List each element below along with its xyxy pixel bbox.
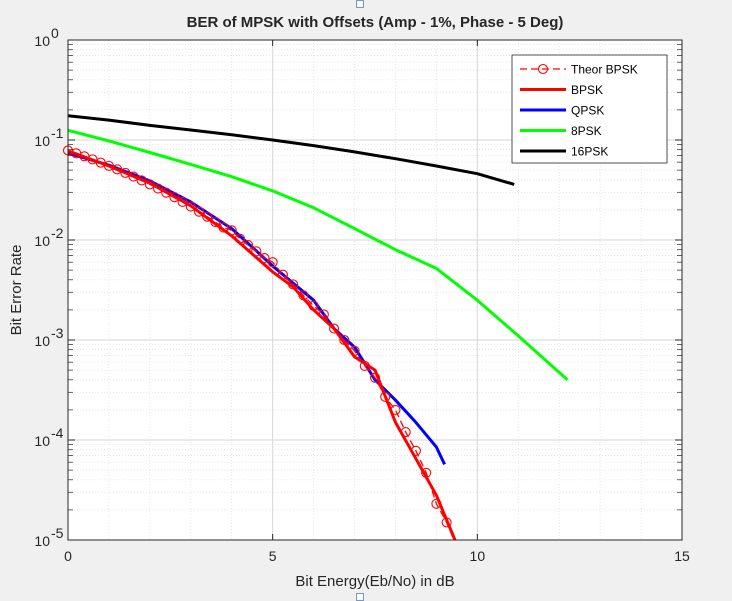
data-marker (185, 201, 196, 212)
y-tick-exponent: -5 (51, 525, 64, 541)
data-marker (288, 279, 299, 290)
data-marker (277, 269, 288, 280)
data-marker (226, 225, 237, 236)
legend-label: BPSK (571, 83, 603, 97)
y-tick-base: 10 (34, 333, 50, 349)
y-tick-exponent: -4 (51, 425, 64, 441)
data-marker (202, 211, 213, 222)
data-marker (359, 360, 370, 372)
data-marker (308, 300, 319, 311)
minor-grid (68, 40, 682, 540)
data-marker (193, 206, 205, 217)
data-marker (259, 252, 270, 264)
y-axis-label: Bit Error Rate (8, 245, 25, 336)
y-tick-exponent: 0 (51, 25, 59, 41)
data-marker (144, 179, 155, 190)
data-marker (298, 290, 309, 301)
y-tick-label: 10 -4 (34, 425, 63, 449)
selection-handle-top[interactable] (356, 0, 364, 8)
y-tick-label: 10 -3 (34, 325, 63, 349)
chart-title: BER of MPSK with Offsets (Amp - 1%, Phas… (187, 14, 564, 31)
selection-handle-bottom[interactable] (356, 593, 364, 601)
data-marker (349, 345, 360, 356)
y-tick-base: 10 (34, 233, 50, 249)
legend-marker (537, 63, 549, 75)
x-tick-label: 0 (64, 548, 72, 564)
data-marker (128, 171, 139, 182)
y-tick-label: 10 -2 (34, 225, 63, 249)
data-marker (431, 498, 442, 509)
data-marker (369, 372, 381, 383)
data-marker (421, 467, 432, 478)
y-tick-base: 10 (34, 33, 50, 49)
series-line-8psk (68, 128, 569, 381)
legend-item-16psk: 16PSK (520, 145, 608, 159)
data-marker (329, 323, 340, 334)
series-layer (62, 114, 569, 540)
x-tick-label: 10 (470, 548, 486, 564)
legend-label: QPSK (571, 104, 604, 118)
data-marker (120, 167, 131, 178)
legend-item-8psk: 8PSK (520, 124, 602, 138)
data-marker (234, 233, 245, 244)
legend-item-bpsk: BPSK (520, 83, 603, 97)
legend-item-qpsk: QPSK (520, 104, 604, 118)
axis-ticks (67, 39, 683, 541)
legend-label: Theor BPSK (571, 63, 638, 77)
data-marker (177, 196, 188, 208)
data-marker (153, 183, 164, 194)
data-marker (400, 427, 411, 438)
y-tick-label: 10 -5 (34, 525, 63, 549)
data-marker (267, 257, 278, 268)
y-tick-base: 10 (34, 533, 50, 549)
data-marker (441, 517, 452, 528)
data-marker (318, 309, 329, 320)
legend-label: 8PSK (571, 124, 602, 138)
x-tick-label: 15 (674, 548, 690, 564)
legend-item-theor-bpsk: Theor BPSK (520, 63, 638, 77)
y-tick-exponent: -2 (51, 225, 64, 241)
data-marker (251, 246, 262, 257)
x-tick-label: 5 (269, 548, 277, 564)
series-line-theor-bpsk (68, 149, 455, 540)
data-marker (339, 334, 350, 346)
data-marker (390, 404, 401, 415)
y-tick-base: 10 (34, 433, 50, 449)
y-tick-label: 10 -1 (34, 125, 63, 149)
data-marker (136, 175, 147, 186)
data-marker (210, 217, 221, 228)
data-marker (243, 240, 254, 251)
data-marker (169, 192, 180, 203)
legend-label: 16PSK (571, 145, 608, 159)
x-axis-label: Bit Energy(Eb/No) in dB (295, 573, 454, 590)
y-tick-exponent: -1 (51, 125, 64, 141)
data-marker (161, 187, 172, 198)
axes-box (67, 39, 683, 541)
y-tick-base: 10 (34, 133, 50, 149)
data-marker (112, 164, 123, 175)
y-tick-label: 10 0 (34, 25, 59, 49)
legend[interactable]: Theor BPSK BPSK QPSK 8PSK 16PSK (511, 54, 668, 164)
y-tick-exponent: -3 (51, 325, 64, 341)
series-line-16psk (68, 114, 515, 186)
data-marker (410, 445, 421, 456)
data-marker (380, 391, 391, 402)
